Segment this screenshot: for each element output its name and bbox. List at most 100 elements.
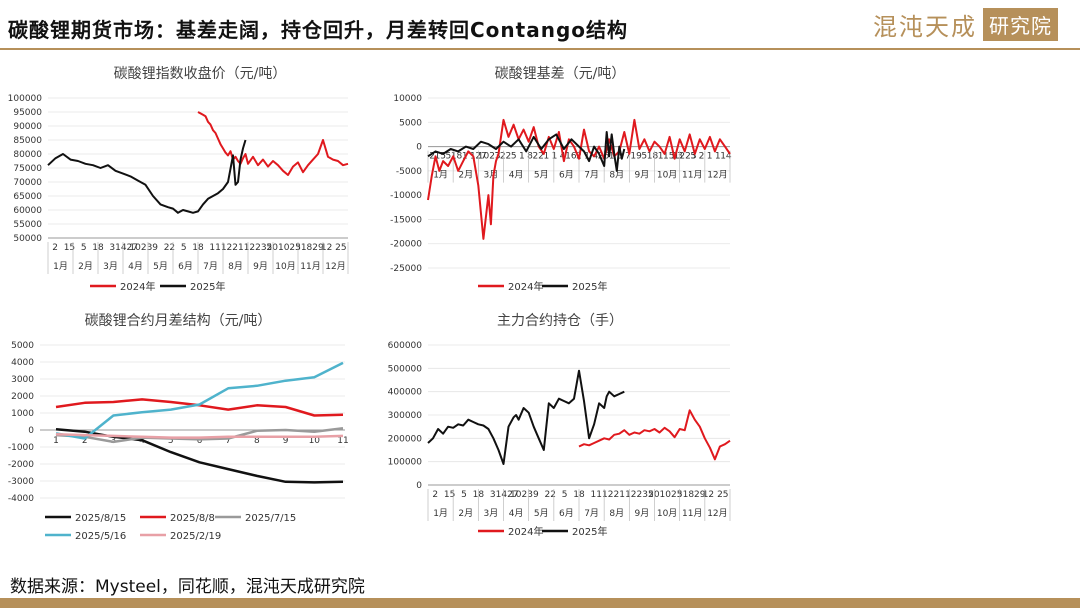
- x-tick-label: 27: [475, 152, 486, 162]
- legend-label: 2025/8/8: [170, 513, 215, 524]
- x-tick-label: 7: [225, 436, 231, 446]
- y-tick-label: 60000: [13, 206, 42, 216]
- series-line-2025: [427, 131, 626, 172]
- x-tick-label: 1: [53, 436, 59, 446]
- month-label: 12月: [325, 261, 345, 272]
- series-line-2025/7/15: [55, 427, 344, 444]
- month-label: 9月: [253, 261, 268, 272]
- x-tick-label: 3: [617, 152, 623, 162]
- legend-label: 2025/7/15: [245, 513, 296, 524]
- x-tick-label: 22: [164, 243, 175, 253]
- x-tick-label: 2: [82, 436, 88, 446]
- x-tick-label: 9: [152, 243, 158, 253]
- x-tick-label: 25: [335, 243, 346, 253]
- y-tick-label: -20000: [390, 240, 422, 250]
- month-label: 2月: [458, 508, 473, 519]
- y-tick-label: -25000: [390, 264, 422, 274]
- series-line-2025/5/16: [55, 361, 344, 440]
- y-tick-label: -4000: [8, 494, 34, 504]
- x-tick-label: 3: [490, 490, 496, 500]
- y-tick-label: 5000: [11, 341, 34, 351]
- month-label: 6月: [559, 170, 574, 181]
- month-label: 8月: [609, 508, 624, 519]
- x-tick-label: 1: [707, 152, 713, 162]
- y-tick-label: 2000: [11, 392, 34, 402]
- y-tick-label: 1000: [11, 409, 34, 419]
- x-tick-label: 5: [267, 243, 273, 253]
- x-tick-label: 9: [283, 436, 289, 446]
- x-tick-label: 1122: [215, 243, 238, 253]
- x-tick-label: 1: [552, 152, 558, 162]
- y-tick-label: 90000: [13, 122, 42, 132]
- x-tick-label: 4: [592, 152, 598, 162]
- y-tick-label: 4000: [11, 358, 34, 368]
- x-tick-label: 15: [444, 490, 455, 500]
- x-tick-label: 1: [543, 152, 549, 162]
- x-tick-label: 1223: [674, 152, 697, 162]
- legend-label: 2025/5/16: [75, 531, 126, 542]
- month-label: 1月: [433, 170, 448, 181]
- month-label: 4月: [128, 261, 143, 272]
- x-tick-label: 16: [565, 152, 577, 162]
- y-tick-label: 100000: [388, 458, 423, 468]
- month-label: 6月: [178, 261, 193, 272]
- brand-logo: 混沌天成 研究院: [873, 6, 1058, 42]
- x-tick-label: 12: [321, 243, 332, 253]
- month-label: 3月: [484, 508, 499, 519]
- legend-label: 2025/2/19: [170, 531, 221, 542]
- x-tick-label: 8: [527, 152, 533, 162]
- source-note: 数据来源：Mysteel，同花顺，混沌天成研究院: [10, 577, 365, 597]
- x-tick-label: 1: [519, 152, 525, 162]
- y-tick-label: 65000: [13, 192, 42, 202]
- x-tick-label: 18: [647, 152, 659, 162]
- x-tick-label: 1829: [301, 243, 324, 253]
- legend-label: 2025年: [572, 280, 607, 293]
- legend-label: 2024年: [120, 280, 155, 293]
- month-label: 6月: [559, 508, 574, 519]
- x-tick-label: 2: [52, 243, 58, 253]
- x-tick-label: 25: [717, 490, 728, 500]
- y-tick-label: -15000: [390, 215, 422, 225]
- x-tick-label: 1: [238, 243, 244, 253]
- month-label: 11月: [300, 261, 320, 272]
- y-tick-label: 3000: [11, 375, 34, 385]
- month-label: 5月: [153, 261, 168, 272]
- month-label: 7月: [584, 508, 599, 519]
- x-tick-label: 22: [545, 490, 556, 500]
- y-tick-label: 300000: [388, 411, 423, 421]
- x-tick-label: 1223: [625, 490, 648, 500]
- x-tick-label: 1: [609, 152, 615, 162]
- series-line-2025: [427, 369, 625, 465]
- chart-title: 碳酸锂合约月差结构（元/吨）: [85, 313, 272, 329]
- month-label: 1月: [433, 508, 448, 519]
- y-tick-label: 5000: [399, 118, 422, 128]
- month-label: 3月: [484, 170, 499, 181]
- x-tick-label: 15: [663, 152, 674, 162]
- x-tick-label: 201023: [267, 243, 301, 253]
- series-line-2025/2/19: [55, 433, 344, 439]
- y-tick-label: -1000: [8, 443, 34, 453]
- y-tick-label: 200000: [388, 434, 423, 444]
- x-tick-label: 1223: [244, 243, 267, 253]
- month-label: 11月: [682, 508, 702, 519]
- x-tick-label: 12: [703, 490, 714, 500]
- x-tick-label: 5: [181, 243, 187, 253]
- x-tick-label: 1427: [496, 490, 519, 500]
- x-tick-label: 1023: [129, 243, 152, 253]
- y-tick-label: -2000: [8, 460, 34, 470]
- month-label: 1月: [53, 261, 68, 272]
- x-tick-label: 5: [641, 152, 647, 162]
- chart-price: 碳酸锂指数收盘价（元/吨） 100000 95000 90000 85000 80000 7…: [8, 65, 349, 293]
- chart-oi: 主力合约持仓（手） 600000 500000 400000 300000 200000 1…: [388, 313, 731, 538]
- x-tick-label: 1: [658, 152, 664, 162]
- x-tick-label: 15: [64, 243, 75, 253]
- x-tick-label: 22: [532, 152, 543, 162]
- x-tick-label: 9: [533, 490, 539, 500]
- x-tick-label: 11: [337, 436, 348, 446]
- legend-label: 2025年: [190, 280, 225, 293]
- month-label: 4月: [509, 508, 524, 519]
- month-label: 12月: [707, 508, 727, 519]
- x-tick-label: 18: [451, 152, 463, 162]
- x-tick-label: 7: [625, 152, 631, 162]
- x-tick-label: 201023: [648, 490, 682, 500]
